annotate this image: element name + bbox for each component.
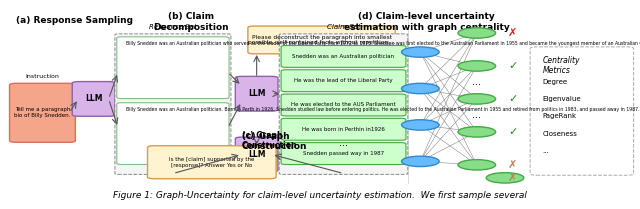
Text: Centrality
Metrics: Centrality Metrics [543, 56, 580, 75]
Text: (c) Graph
Construction: (c) Graph Construction [242, 132, 307, 151]
Text: ...: ... [543, 148, 549, 154]
Text: Is the [claim] supported by the
[response]? Answer Yes or No: Is the [claim] supported by the [respons… [169, 157, 255, 168]
FancyBboxPatch shape [116, 103, 229, 164]
Text: Response Set: Response Set [149, 24, 196, 30]
Text: Tell me a paragraph
bio of Billy Snedden.: Tell me a paragraph bio of Billy Snedden… [14, 107, 70, 118]
Text: ✓: ✓ [508, 94, 518, 104]
Circle shape [458, 28, 495, 38]
FancyBboxPatch shape [116, 37, 229, 99]
FancyBboxPatch shape [530, 47, 634, 175]
Text: ✓: ✓ [508, 61, 518, 71]
Text: ...: ... [339, 138, 348, 148]
Text: Figure 1: Graph-Uncertainty for claim-level uncertainty estimation.  We first sa: Figure 1: Graph-Uncertainty for claim-le… [113, 191, 527, 200]
Text: LLM: LLM [248, 89, 266, 98]
Circle shape [458, 127, 495, 137]
Text: Please deconstruct the paragraph into smallest
possible, self-contained facts wi: Please deconstruct the paragraph into sm… [248, 34, 396, 45]
Text: ✗: ✗ [508, 173, 518, 183]
Text: LLM: LLM [248, 150, 266, 159]
Text: Billy Snedden was an Australian politician. Born in Perth in 1926, Snedden studi: Billy Snedden was an Australian politici… [125, 107, 639, 112]
FancyBboxPatch shape [281, 46, 406, 67]
Text: He was elected to the AUS Parliament: He was elected to the AUS Parliament [291, 102, 396, 107]
Text: Snedden passed way in 1987: Snedden passed way in 1987 [303, 151, 384, 156]
FancyBboxPatch shape [115, 34, 231, 174]
Text: ✗: ✗ [508, 28, 518, 38]
Text: (d) Claim-level uncertainty
estimation with graph centrality: (d) Claim-level uncertainty estimation w… [344, 12, 509, 32]
Text: ...: ... [472, 110, 481, 120]
Circle shape [401, 83, 439, 94]
Circle shape [401, 156, 439, 167]
Text: PageRank: PageRank [543, 113, 577, 119]
Text: Eigenvalue: Eigenvalue [543, 96, 581, 102]
FancyBboxPatch shape [236, 137, 278, 172]
Text: Degree: Degree [543, 79, 568, 85]
Text: (c) Graph
Construction: (c) Graph Construction [242, 131, 297, 150]
FancyBboxPatch shape [281, 118, 406, 140]
Text: Instruction: Instruction [26, 74, 60, 79]
Text: He was the lead of the Liberal Party: He was the lead of the Liberal Party [294, 78, 393, 83]
Circle shape [458, 94, 495, 104]
FancyBboxPatch shape [248, 26, 396, 54]
Circle shape [401, 120, 439, 130]
Text: ...: ... [472, 78, 481, 87]
Circle shape [401, 47, 439, 57]
FancyBboxPatch shape [281, 70, 406, 92]
Text: He was born in Perthin in1926: He was born in Perthin in1926 [302, 127, 385, 132]
Text: Closeness: Closeness [543, 131, 577, 137]
FancyBboxPatch shape [279, 34, 408, 174]
FancyBboxPatch shape [10, 83, 76, 142]
Text: Billy Snedden was an Australian politician who served as the leader of the Liber: Billy Snedden was an Australian politici… [125, 41, 640, 46]
Circle shape [458, 160, 495, 170]
Text: (b) Claim
Decomposition: (b) Claim Decomposition [154, 12, 229, 32]
Text: Snedden was an Australian politician: Snedden was an Australian politician [292, 54, 395, 59]
FancyBboxPatch shape [236, 76, 278, 111]
FancyBboxPatch shape [281, 143, 406, 164]
Text: ✓: ✓ [508, 127, 518, 137]
FancyBboxPatch shape [148, 146, 276, 179]
Text: Claim Set: Claim Set [326, 24, 360, 30]
Circle shape [458, 61, 495, 71]
FancyBboxPatch shape [72, 82, 115, 116]
Text: LLM: LLM [85, 94, 102, 103]
Circle shape [486, 173, 524, 183]
Text: (a) Response Sampling: (a) Response Sampling [16, 16, 133, 25]
FancyBboxPatch shape [281, 94, 406, 116]
Text: ✗: ✗ [508, 160, 518, 170]
